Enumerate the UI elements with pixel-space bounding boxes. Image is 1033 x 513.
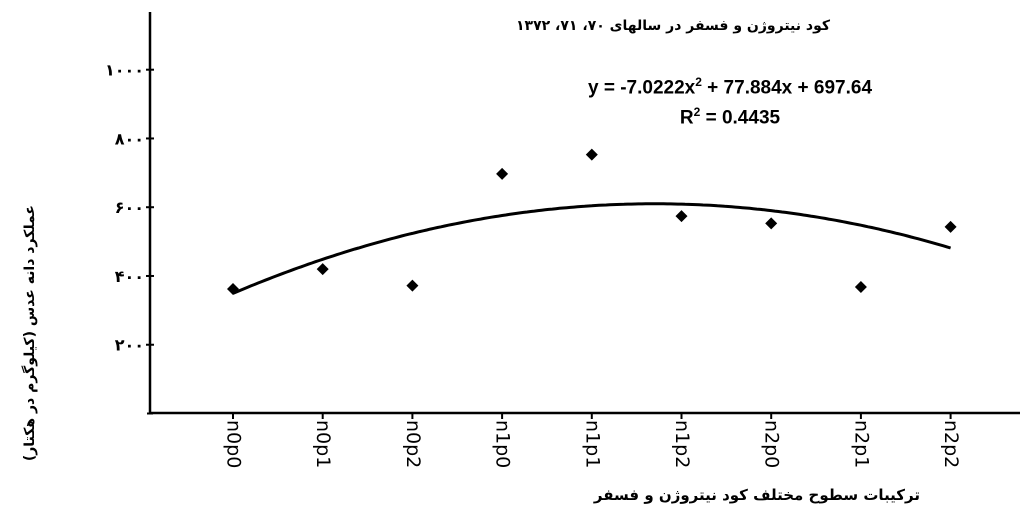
data-point	[675, 210, 688, 223]
x-tick-label: n2p0	[761, 420, 783, 468]
data-point	[944, 220, 957, 233]
x-tick-label: n2p2	[940, 420, 962, 468]
x-tick-label: n1p0	[492, 420, 514, 468]
trendline-equation: y = -7.0222x2 + 77.884x + 697.64 R2 = 0.…	[500, 70, 960, 131]
x-tick-label: n1p2	[671, 420, 693, 468]
data-point	[316, 263, 329, 276]
plot-area: ۲۰۰ ۴۰۰ ۶۰۰ ۸۰۰ ۱۰۰۰ n0p0 n0p1 n0p2 n1p0 n1p1 n1p2…	[105, 12, 1020, 468]
x-axis-label: ترکیبات سطوح مختلف کود نیتروژن و فسفر	[593, 486, 920, 504]
y-tick-label: ۱۰۰۰	[105, 61, 144, 80]
x-tick-label: n1p1	[581, 420, 603, 468]
data-point	[765, 217, 778, 230]
data-point	[854, 280, 867, 293]
r-squared-line: R2 = 0.4435	[679, 105, 781, 129]
data-point	[227, 283, 239, 296]
equation-line: y = -7.0222x2 + 77.884x + 697.64	[587, 75, 873, 99]
x-tick-label: n0p0	[223, 420, 245, 468]
y-axis-label: عملکرد دانه عدس (کیلوگرم در هکتار)	[22, 205, 38, 462]
y-tick-label: ۴۰۰	[115, 267, 144, 286]
y-tick-label: ۲۰۰	[115, 336, 144, 355]
data-point	[585, 148, 598, 161]
y-tick-label: ۸۰۰	[115, 129, 144, 148]
trendline-curve	[232, 202, 952, 295]
x-tick-label: n0p1	[312, 420, 334, 468]
chart-subtitle: کود نیتروژن و فسفر در سالهای ۷۰، ۷۱، ۱۳۷…	[516, 18, 830, 34]
x-tick-label: n0p2	[402, 420, 424, 468]
data-point	[496, 167, 509, 180]
y-tick-label: ۶۰۰	[115, 198, 144, 217]
x-tick-label: n2p1	[850, 420, 872, 468]
data-point	[406, 279, 419, 292]
